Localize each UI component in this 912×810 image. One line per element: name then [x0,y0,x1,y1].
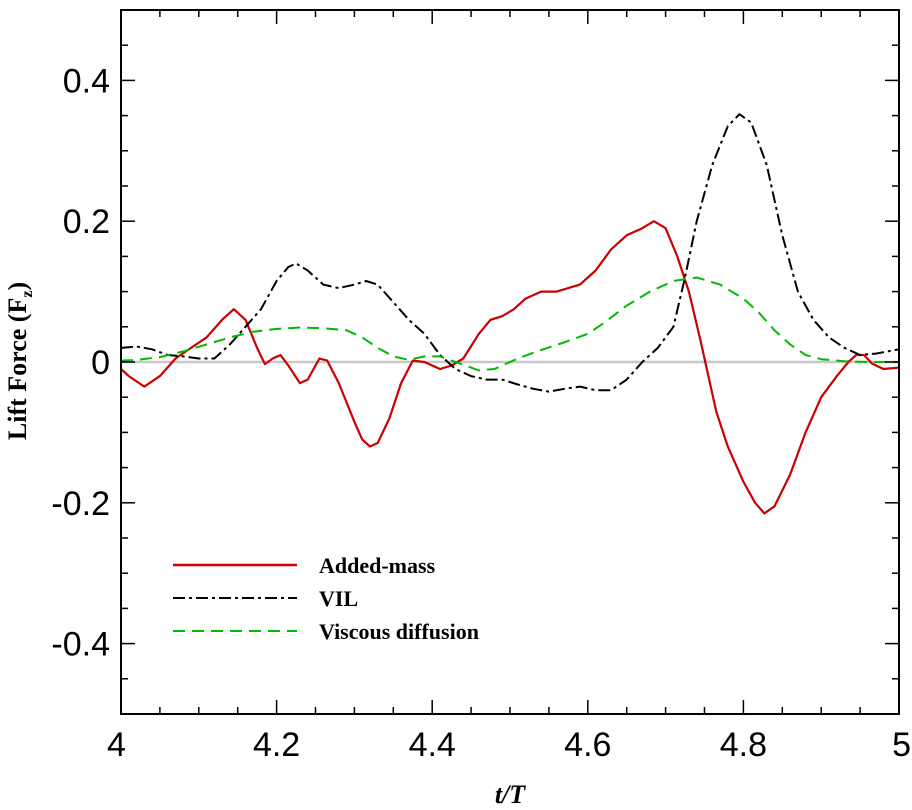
legend-label: VIL [319,586,358,611]
y-tick-label: -0.2 [51,485,110,523]
series-layer [120,113,900,515]
y-tick-label: 0.4 [63,62,110,100]
x-tick-label: 4.8 [720,726,767,764]
series-line-vil [120,113,900,393]
y-axis-title-close: ) [3,282,32,291]
legend-label: Viscous diffusion [319,619,479,644]
y-tick-label: 0 [91,344,110,382]
series-line-viscous-diffusion [120,276,899,372]
x-axis-title: t/T [495,780,526,809]
y-tick-label: 0.2 [63,203,110,241]
x-tick-label: 4 [107,726,126,764]
x-tick-label: 4.6 [564,726,611,764]
y-axis-title-main: Lift Force (F [3,298,32,440]
y-axis-title-subscript: z [19,291,36,298]
x-tick-label: 4.2 [253,726,300,764]
legend-label: Added-mass [319,553,436,578]
series-line-added-mass [120,220,900,515]
legend: Added-mass VIL Viscous diffusion [173,553,479,644]
ticks-layer [120,9,900,715]
y-tick-label: -0.4 [51,626,110,664]
y-axis-title: Lift Force (Fz) [3,282,36,440]
x-tick-label: 4.4 [409,726,456,764]
tick-labels-layer: 4 4.2 4.4 4.6 4.8 5 -0.4 -0.2 0 0.2 0.4 [51,62,911,764]
x-tick-label: 5 [892,726,911,764]
